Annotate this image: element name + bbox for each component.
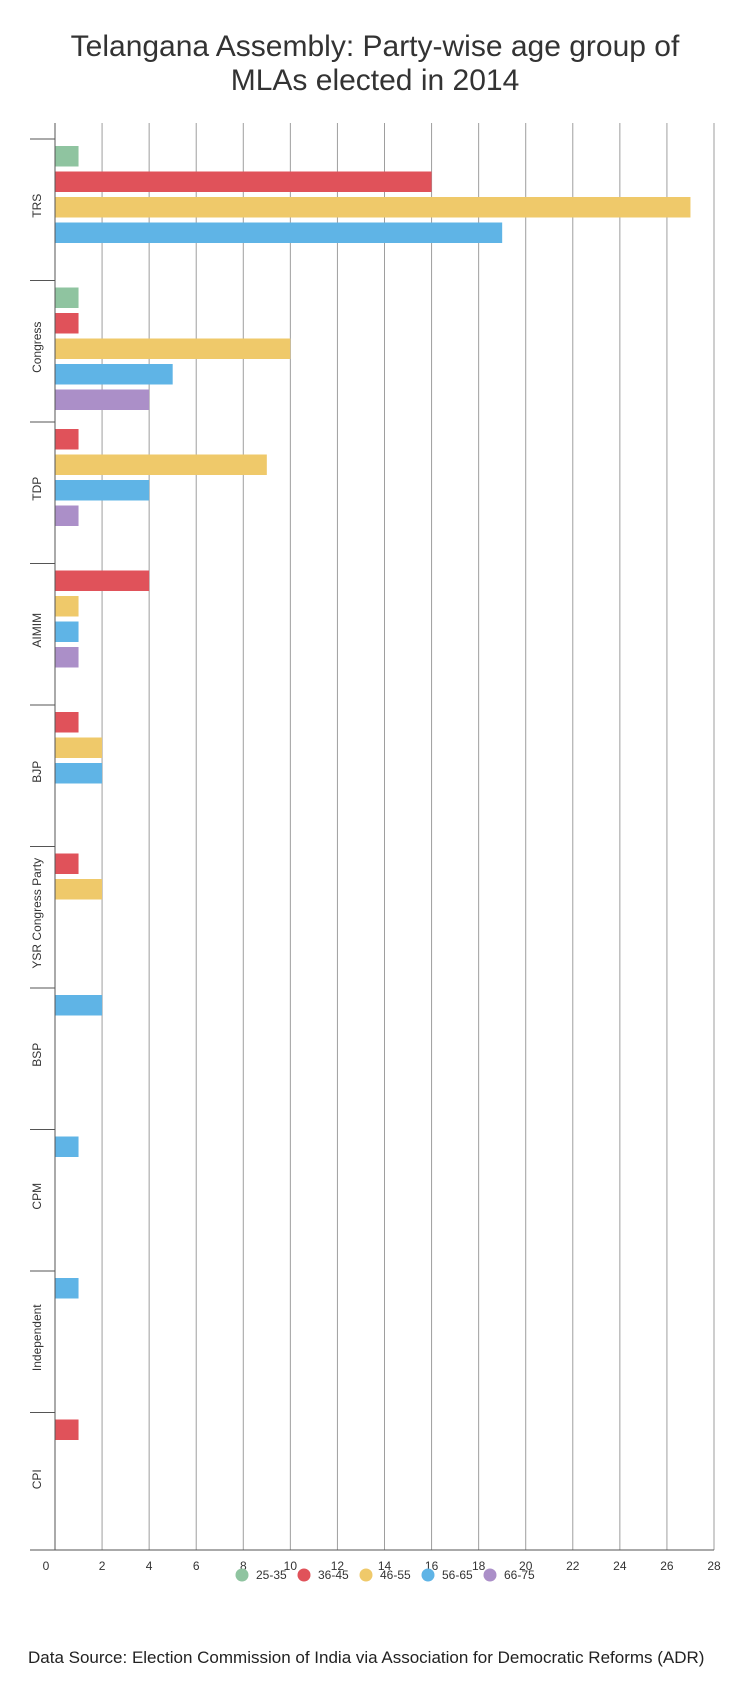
legend-label-56-65: 56-65 — [442, 1568, 473, 1582]
legend-label-36-45: 36-45 — [318, 1568, 349, 1582]
x-tick-label-14: 14 — [378, 1559, 392, 1573]
bar-tdp-36-45[interactable] — [55, 429, 79, 450]
bar-congress-56-65[interactable] — [55, 364, 173, 385]
x-tick-label-8: 8 — [240, 1559, 247, 1573]
category-label: TRS — [30, 194, 44, 218]
bar-bsp-56-65[interactable] — [55, 995, 103, 1016]
x-tick-label-12: 12 — [331, 1559, 345, 1573]
bar-bjp-36-45[interactable] — [55, 712, 79, 733]
x-tick-label-28: 28 — [707, 1559, 721, 1573]
category-label: Independent — [30, 1304, 44, 1371]
legend-label-25-35: 25-35 — [256, 1568, 287, 1582]
chart-title-line-1: Telangana Assembly: Party-wise age group… — [70, 30, 680, 63]
category-label: BSP — [30, 1043, 44, 1067]
chart-title: Telangana Assembly: Party-wise age group… — [0, 30, 750, 98]
bar-aimim-46-55[interactable] — [55, 596, 79, 617]
category-label: AIMIM — [30, 613, 44, 648]
legend-swatch-25-35 — [235, 1568, 249, 1582]
category-label: CPM — [30, 1183, 44, 1210]
bar-congress-36-45[interactable] — [55, 313, 79, 334]
category-label: BJP — [30, 761, 44, 783]
x-tick-label-6: 6 — [193, 1559, 200, 1573]
data-source-note: Data Source: Election Commission of Indi… — [28, 1648, 705, 1667]
legend-label-46-55: 46-55 — [380, 1568, 411, 1582]
bar-trs-36-45[interactable] — [55, 171, 432, 193]
x-tick-label-4: 4 — [146, 1559, 153, 1573]
bar-tdp-66-75[interactable] — [55, 505, 79, 527]
bar-bjp-46-55[interactable] — [55, 737, 103, 759]
axes: 0 2 4 6 8 10 12 14 16 18 20 22 24 26 28TRSCongressTDPA… — [30, 123, 721, 1573]
legend-label-66-75: 66-75 — [504, 1568, 535, 1582]
bar-tdp-46-55[interactable] — [55, 454, 267, 476]
category-label: Congress — [30, 322, 44, 373]
bar-cpm-56-65[interactable] — [55, 1136, 79, 1158]
bar-congress-46-55[interactable] — [55, 338, 291, 360]
bar-cpi-36-45[interactable] — [55, 1419, 79, 1441]
bar-aimim-36-45[interactable] — [55, 570, 150, 592]
x-tick-label-2: 2 — [99, 1559, 106, 1573]
category-label: YSR Congress Party — [30, 858, 44, 969]
bars — [55, 146, 691, 1441]
bar-ysr-congress-party-46-55[interactable] — [55, 879, 103, 900]
category-label: CPI — [30, 1469, 44, 1489]
bar-aimim-66-75[interactable] — [55, 647, 79, 668]
x-tick-label-10: 10 — [284, 1559, 298, 1573]
x-tick-label-26: 26 — [660, 1559, 674, 1573]
x-tick-label-24: 24 — [613, 1559, 627, 1573]
chart-title-line-2: MLAs elected in 2014 — [230, 64, 520, 97]
bar-trs-56-65[interactable] — [55, 222, 503, 244]
bar-congress-66-75[interactable] — [55, 389, 150, 411]
x-tick-label-20: 20 — [519, 1559, 533, 1573]
bar-congress-25-35[interactable] — [55, 287, 79, 309]
bar-trs-46-55[interactable] — [55, 197, 691, 218]
bar-tdp-56-65[interactable] — [55, 480, 150, 501]
x-tick-label-22: 22 — [566, 1559, 580, 1573]
bar-aimim-56-65[interactable] — [55, 621, 79, 643]
x-tick-label-18: 18 — [472, 1559, 486, 1573]
legend-swatch-56-65 — [421, 1568, 435, 1582]
x-tick-label-0: 0 — [43, 1559, 50, 1573]
bar-independent-56-65[interactable] — [55, 1278, 79, 1299]
gridlines — [101, 123, 715, 1550]
legend-swatch-66-75 — [483, 1568, 497, 1582]
bar-ysr-congress-party-36-45[interactable] — [55, 853, 79, 875]
legend-swatch-36-45 — [297, 1568, 311, 1582]
legend-swatch-46-55 — [359, 1568, 373, 1582]
bar-trs-25-35[interactable] — [55, 146, 79, 167]
legend: 25-35 36-45 46-55 56-65 66-75 — [235, 1568, 535, 1582]
bar-bjp-56-65[interactable] — [55, 763, 103, 784]
category-label: TDP — [30, 477, 44, 501]
